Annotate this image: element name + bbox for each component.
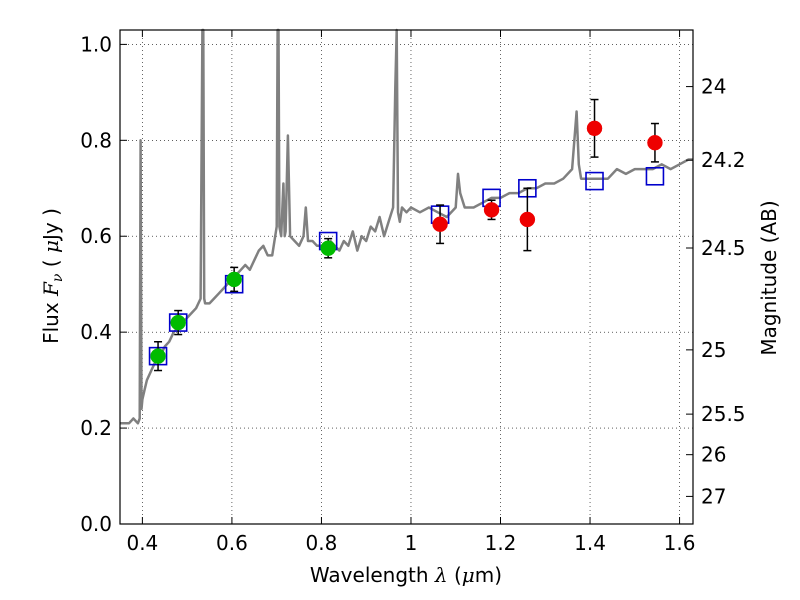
x-tick-label: 1 xyxy=(405,531,418,555)
x-tick-label: 1.2 xyxy=(485,531,517,555)
x-tick-label: 0.8 xyxy=(306,531,338,555)
y2-tick-label: 25.5 xyxy=(701,402,746,426)
ticks-layer: 0.4 0.6 0.8 1 1.2 1.4 1.6 0.0 0.2 0.4 0.6 0.8 1.0 24 2… xyxy=(80,30,746,555)
y2-tick-label: 24.2 xyxy=(701,148,746,172)
y2-tick-label: 24 xyxy=(701,75,726,99)
nir-photometry-point xyxy=(519,211,536,228)
x-tick-label: 0.4 xyxy=(126,531,158,555)
y2-tick-label: 26 xyxy=(701,443,726,467)
x-axis-label: Wavelength λ (μm) xyxy=(310,563,502,587)
y2-tick-label: 27 xyxy=(701,484,726,508)
optical-photometry-point xyxy=(150,348,166,364)
x-tick-label: 0.6 xyxy=(216,531,248,555)
model-photometry-square xyxy=(645,166,665,186)
optical-photometry-point xyxy=(320,240,336,256)
plot-frame xyxy=(119,29,694,525)
model-photometry-square xyxy=(585,171,604,191)
nir-photometry-point xyxy=(432,216,448,232)
y-tick-label: 0.8 xyxy=(80,128,112,152)
x-tick-label: 1.6 xyxy=(664,531,696,555)
y-tick-label: 0.0 xyxy=(80,512,112,536)
nir-photometry-point xyxy=(483,202,500,218)
y-tick-label: 0.4 xyxy=(80,320,112,344)
y2-tick-label: 24.5 xyxy=(701,236,746,260)
y-axis-label: Flux Fν ( μJy ) xyxy=(39,208,66,344)
optical-photometry-point xyxy=(170,314,186,331)
nir-photometry-point xyxy=(586,120,603,137)
nir-photometry-point xyxy=(647,134,663,151)
optical-photometry-point xyxy=(226,271,242,288)
y-tick-label: 0.6 xyxy=(80,224,112,248)
y2-axis-label: Magnitude (AB) xyxy=(757,200,781,355)
photometry-points-layer xyxy=(150,120,663,364)
x-tick-label: 1.4 xyxy=(574,531,606,555)
y-tick-label: 1.0 xyxy=(80,32,112,56)
y-tick-label: 0.2 xyxy=(80,416,112,440)
y2-tick-label: 25 xyxy=(701,338,726,362)
